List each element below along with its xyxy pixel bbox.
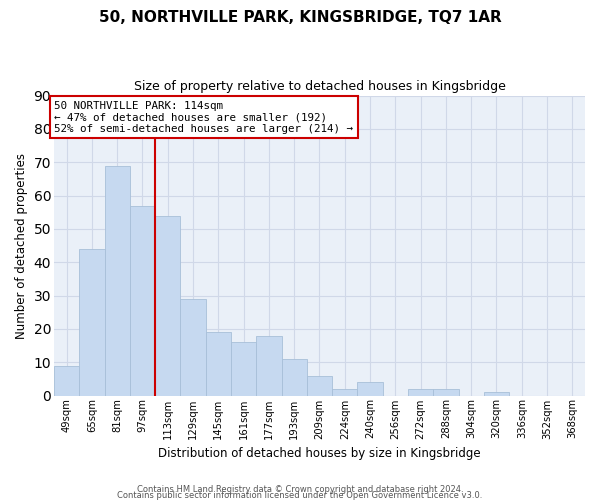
Bar <box>408 389 433 396</box>
Bar <box>256 336 281 396</box>
Bar <box>54 366 79 396</box>
Title: Size of property relative to detached houses in Kingsbridge: Size of property relative to detached ho… <box>134 80 505 93</box>
Bar <box>181 299 206 396</box>
Bar <box>433 389 458 396</box>
Bar <box>104 166 130 396</box>
Text: Contains public sector information licensed under the Open Government Licence v3: Contains public sector information licen… <box>118 490 482 500</box>
Text: 50 NORTHVILLE PARK: 114sqm
← 47% of detached houses are smaller (192)
52% of sem: 50 NORTHVILLE PARK: 114sqm ← 47% of deta… <box>55 100 353 134</box>
Bar <box>307 376 332 396</box>
Bar <box>155 216 181 396</box>
Bar <box>358 382 383 396</box>
Bar <box>130 206 155 396</box>
X-axis label: Distribution of detached houses by size in Kingsbridge: Distribution of detached houses by size … <box>158 447 481 460</box>
Bar <box>206 332 231 396</box>
Bar <box>484 392 509 396</box>
Y-axis label: Number of detached properties: Number of detached properties <box>15 152 28 338</box>
Bar <box>281 359 307 396</box>
Text: 50, NORTHVILLE PARK, KINGSBRIDGE, TQ7 1AR: 50, NORTHVILLE PARK, KINGSBRIDGE, TQ7 1A… <box>98 10 502 25</box>
Text: Contains HM Land Registry data © Crown copyright and database right 2024.: Contains HM Land Registry data © Crown c… <box>137 484 463 494</box>
Bar <box>79 249 104 396</box>
Bar <box>332 389 358 396</box>
Bar <box>231 342 256 396</box>
